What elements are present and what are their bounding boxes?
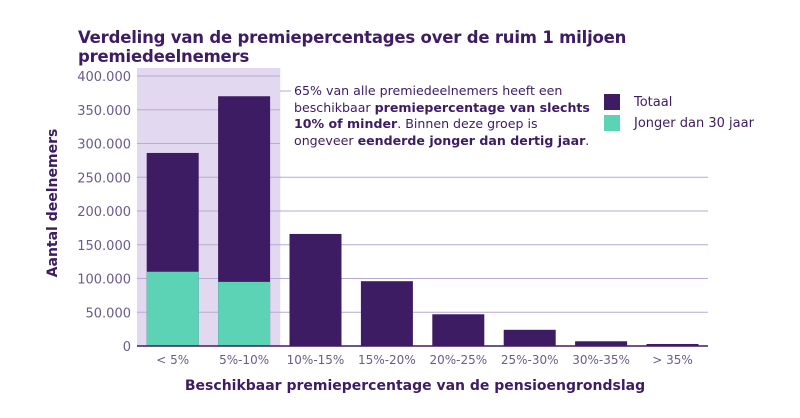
bar [146, 271, 199, 346]
x-axis-label: Beschikbaar premiepercentage van de pens… [184, 378, 646, 394]
legend-swatch [604, 115, 620, 131]
y-tick-label: 200.000 [77, 205, 131, 220]
legend-item-jonger: Jonger dan 30 jaar [604, 115, 754, 131]
bar [575, 341, 628, 346]
x-tick-label: 5%-10% [219, 353, 269, 367]
annotation-part-bold: premiepercentage van slechts 10% of mind… [294, 99, 590, 132]
annotation-part: . Binnen deze groep is ongeveer [294, 116, 538, 148]
x-tick-label: < 5% [156, 353, 189, 367]
y-tick-label: 250.000 [77, 171, 131, 186]
bar [646, 343, 699, 346]
annotation-part-bold: eenderde jonger dan dertig jaar [357, 132, 586, 148]
x-tick-label: > 35% [652, 353, 693, 367]
y-tick-label: 100.000 [77, 273, 131, 288]
y-tick-label: 350.000 [77, 104, 131, 119]
x-tick-label: 25%-30% [501, 353, 559, 367]
legend-label: Totaal [634, 94, 673, 110]
chart-title: Verdeling van de premiepercentages over … [78, 28, 627, 66]
annotation-part: 65% van alle premiedeelnemers heeft een … [294, 83, 563, 115]
x-tick-label: 10%-15% [287, 353, 345, 367]
x-tick-label: 15%-20% [358, 353, 416, 367]
y-tick-label: 400.000 [77, 70, 131, 85]
y-tick-label: 300.000 [77, 138, 131, 153]
y-tick-label: 0 [123, 340, 131, 355]
bar [360, 281, 413, 346]
bar [503, 329, 556, 346]
x-tick-label: 30%-35% [572, 353, 630, 367]
y-tick-label: 150.000 [77, 239, 131, 254]
y-tick-label: 50.000 [86, 306, 132, 321]
legend-item-totaal: Totaal [604, 94, 672, 110]
x-tick-label: 20%-25% [429, 353, 487, 367]
bar [218, 281, 271, 346]
annotation-text: 65% van alle premiedeelnemers heeft een … [294, 83, 594, 149]
bar [432, 314, 485, 346]
bar [289, 233, 342, 346]
annotation-part: . [585, 132, 590, 148]
legend-label: Jonger dan 30 jaar [634, 115, 754, 131]
y-axis-label: Aantal deelnemers [45, 128, 61, 278]
legend-swatch [604, 94, 620, 110]
